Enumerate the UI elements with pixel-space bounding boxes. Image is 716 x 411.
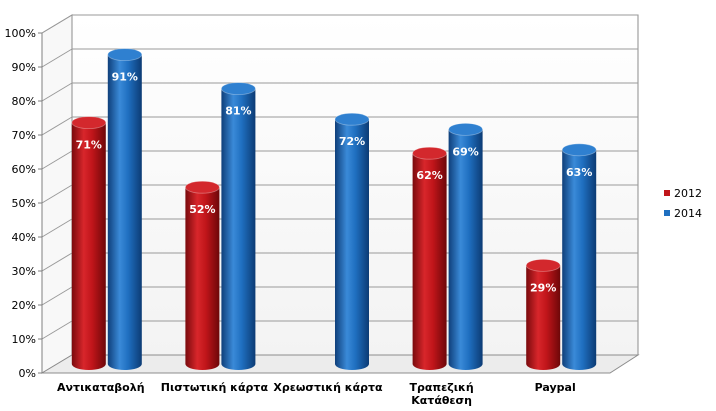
legend-label-2012: 2012 — [674, 187, 702, 200]
bar-top — [412, 146, 448, 160]
legend-swatch-2014 — [664, 210, 670, 216]
bar-body — [448, 129, 483, 370]
data-label: 62% — [416, 169, 442, 182]
gridline-side — [41, 116, 73, 136]
x-tick-label: Κατάθεση — [411, 394, 472, 407]
x-axis: Αντικαταβολή Πιστωτική κάρτα Χρεωστική κάρ… — [57, 381, 576, 407]
bar-top — [71, 116, 107, 129]
bar-body — [71, 122, 106, 370]
gridline-side — [41, 48, 73, 68]
y-tick-label: 70% — [12, 129, 36, 142]
gridline-side — [41, 82, 73, 102]
y-tick-label: 30% — [12, 265, 36, 278]
data-label: 72% — [339, 135, 365, 148]
data-label: 91% — [112, 71, 138, 84]
x-tick-label: Τραπεζική — [409, 381, 473, 394]
bar-body — [335, 119, 369, 370]
y-axis: 0% 10% 20% 30% 40% 50% 60% 70% 80% 90% 100% — [5, 27, 43, 380]
bar-body — [562, 149, 597, 370]
x-tick-label: Χρεωστική κάρτα — [273, 381, 383, 394]
gridline-side — [41, 14, 73, 34]
gridline-side — [41, 252, 73, 272]
bar-2012-1: 52% — [184, 180, 220, 370]
y-tick-label: 50% — [12, 197, 36, 210]
bar-2012-0: 71% — [71, 116, 107, 370]
legend: 2012 2014 — [664, 187, 702, 220]
data-label: 29% — [530, 281, 556, 294]
bar-top — [525, 258, 561, 272]
bar-body — [412, 153, 447, 370]
gridline-side — [41, 150, 73, 170]
y-tick-label: 0% — [19, 367, 36, 380]
gridline-side — [41, 286, 73, 306]
x-tick-label: Αντικαταβολή — [57, 381, 144, 394]
gridline-side — [41, 320, 73, 340]
bar-top — [220, 82, 256, 95]
y-tick-label: 10% — [12, 333, 36, 346]
bar-2012-3: 62% — [412, 146, 448, 370]
x-tick-label: Paypal — [535, 381, 576, 394]
y-tick-label: 20% — [12, 299, 36, 312]
bar-body — [221, 88, 256, 370]
gridline-side — [41, 218, 73, 238]
bar-2014-0: 91% — [107, 48, 143, 370]
bar-top — [107, 48, 143, 61]
bar-top — [184, 180, 220, 194]
y-tick-label: 90% — [12, 61, 36, 74]
bar-top — [334, 112, 370, 126]
bar-2014-2: 72% — [334, 112, 370, 370]
data-label: 69% — [452, 145, 478, 158]
y-tick-label: 40% — [12, 231, 36, 244]
bar-2014-3: 69% — [448, 122, 484, 370]
y-tick-label: 60% — [12, 163, 36, 176]
data-label: 81% — [225, 105, 251, 118]
bar-top — [561, 143, 597, 157]
legend-label-2014: 2014 — [674, 207, 702, 220]
data-label: 71% — [76, 139, 102, 152]
bar-body — [185, 187, 220, 370]
bar-2012-4: 29% — [525, 258, 561, 370]
bars: 71% 52% 62% 29% 91% 81% 72% 69% 63% — [71, 48, 597, 370]
gridline-side — [41, 184, 73, 204]
y-tick-label: 80% — [12, 95, 36, 108]
bar-2014-4: 63% — [561, 143, 597, 370]
y-tick-label: 100% — [5, 27, 36, 40]
x-tick-label: Πιστωτική κάρτα — [161, 381, 269, 394]
data-label: 63% — [566, 166, 592, 179]
bar-body — [526, 265, 561, 370]
data-label: 52% — [189, 203, 215, 216]
bar-2014-1: 81% — [220, 82, 256, 370]
bar-top — [448, 122, 484, 136]
legend-swatch-2012 — [664, 190, 670, 196]
bar-body — [107, 54, 142, 370]
